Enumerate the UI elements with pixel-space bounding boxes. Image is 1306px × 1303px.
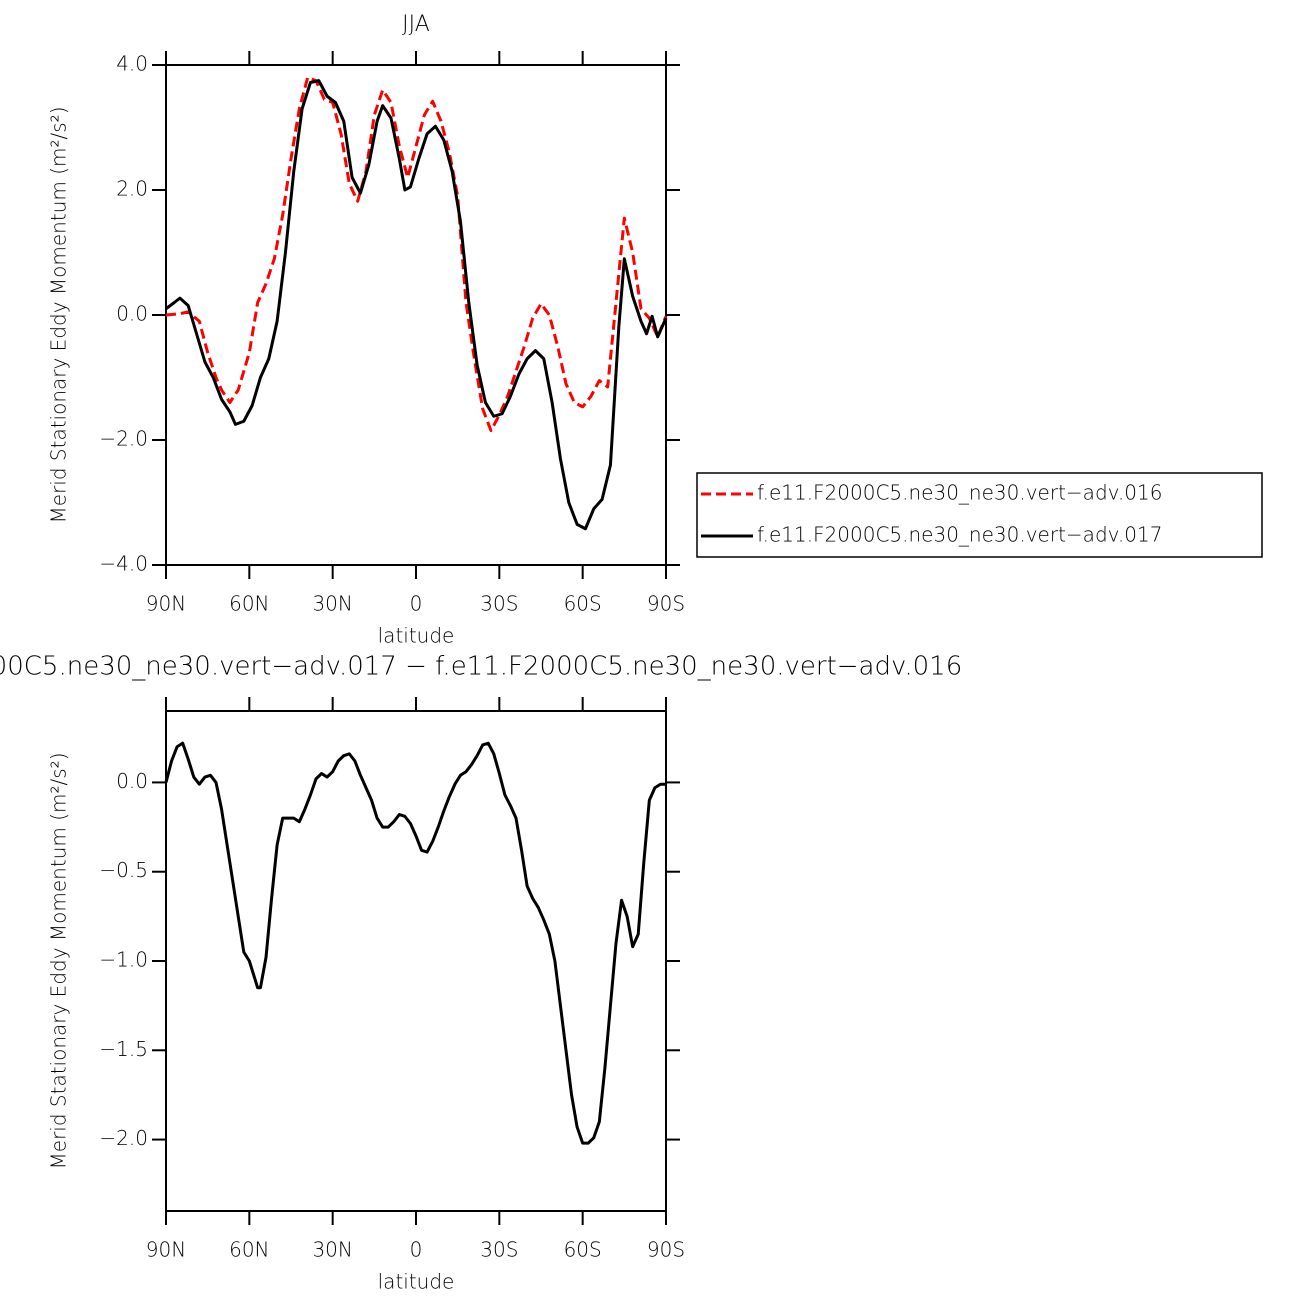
y-tick-label: −2.0: [99, 1126, 148, 1150]
y-tick-label: 0.0: [116, 769, 148, 793]
x-tick-label: 60N: [229, 1238, 269, 1262]
x-tick-label: 60N: [229, 592, 269, 616]
y-tick-label: 0.0: [116, 302, 148, 326]
x-tick-label: 60S: [564, 592, 602, 616]
data-line: [165, 76, 668, 433]
y-tick-label: −1.5: [99, 1037, 148, 1061]
x-tick-label: 90S: [647, 1238, 685, 1262]
x-tick-label: 90S: [647, 592, 685, 616]
y-tick-label: −2.0: [99, 427, 148, 451]
x-tick-label: 30S: [480, 592, 518, 616]
plot-frame: [165, 710, 667, 1212]
plot-frame: [165, 64, 667, 566]
y-axis-label: Merid Stationary Eddy Momentum (m²/s²): [47, 753, 71, 1170]
data-line: [164, 741, 666, 1145]
legend-box: [696, 472, 1263, 558]
x-tick-label: 90N: [146, 1238, 186, 1262]
x-tick-label: 30N: [312, 1238, 352, 1262]
x-tick-label: 30N: [312, 592, 352, 616]
y-tick-label: −1.0: [99, 948, 148, 972]
legend-label: f.e11.F2000C5.ne30_ne30.vert−adv.016: [757, 481, 1162, 505]
y-tick-label: −4.0: [99, 552, 148, 576]
y-tick-label: 4.0: [116, 52, 148, 76]
chart-title: JJA: [402, 12, 430, 37]
y-tick-label: −0.5: [99, 858, 148, 882]
x-tick-label: 60S: [564, 1238, 602, 1262]
x-axis-label: latitude: [378, 1270, 455, 1294]
chart-title: f.e11.F2000C5.ne30_ne30.vert−adv.017 − f…: [0, 652, 962, 682]
data-line: [165, 79, 668, 531]
legend-label: f.e11.F2000C5.ne30_ne30.vert−adv.017: [757, 523, 1162, 547]
x-tick-label: 0: [410, 1238, 423, 1262]
x-tick-label: 0: [410, 592, 423, 616]
y-tick-label: 2.0: [116, 177, 148, 201]
y-axis-label: Merid Stationary Eddy Momentum (m²/s²): [47, 107, 71, 524]
x-tick-label: 90N: [146, 592, 186, 616]
x-axis-label: latitude: [378, 624, 455, 648]
x-tick-label: 30S: [480, 1238, 518, 1262]
